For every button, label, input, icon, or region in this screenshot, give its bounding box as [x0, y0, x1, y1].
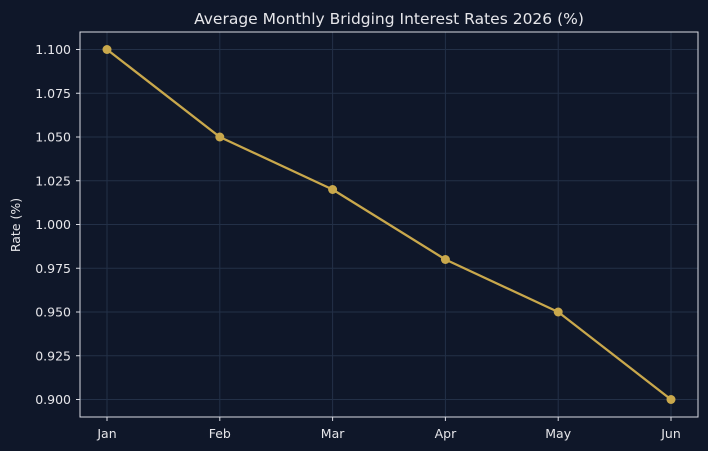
data-series [102, 45, 676, 404]
y-axis-label: Rate (%) [8, 198, 23, 252]
y-tick-label: 0.925 [35, 348, 71, 363]
y-tick-label: 1.025 [35, 173, 71, 188]
y-tick-label: 0.900 [35, 392, 71, 407]
y-tick-label: 0.950 [35, 305, 71, 320]
data-point [328, 185, 338, 194]
y-tick-label: 1.000 [35, 217, 71, 232]
x-tick-label: Apr [435, 426, 457, 441]
x-axis: Jan Feb Mar Apr May Jun [96, 417, 681, 441]
grid-lines [80, 32, 698, 417]
chart-title: Average Monthly Bridging Interest Rates … [194, 10, 584, 28]
y-tick-label: 1.100 [35, 42, 71, 57]
data-point [102, 45, 112, 54]
x-tick-label: Jan [96, 426, 116, 441]
y-tick-label: 1.075 [35, 86, 71, 101]
x-tick-label: May [545, 426, 571, 441]
x-tick-label: Jun [660, 426, 681, 441]
data-point [553, 307, 563, 317]
y-tick-label: 0.975 [35, 261, 71, 276]
series-line [105, 48, 673, 401]
x-tick-label: Mar [321, 426, 345, 441]
x-tick-label: Feb [209, 426, 231, 441]
data-point [215, 132, 225, 142]
data-point [440, 255, 450, 264]
y-axis: 0.900 0.925 0.950 0.975 1.000 1.025 1.050 1.075… [35, 42, 80, 407]
y-tick-label: 1.050 [35, 130, 71, 145]
data-point [666, 395, 676, 404]
